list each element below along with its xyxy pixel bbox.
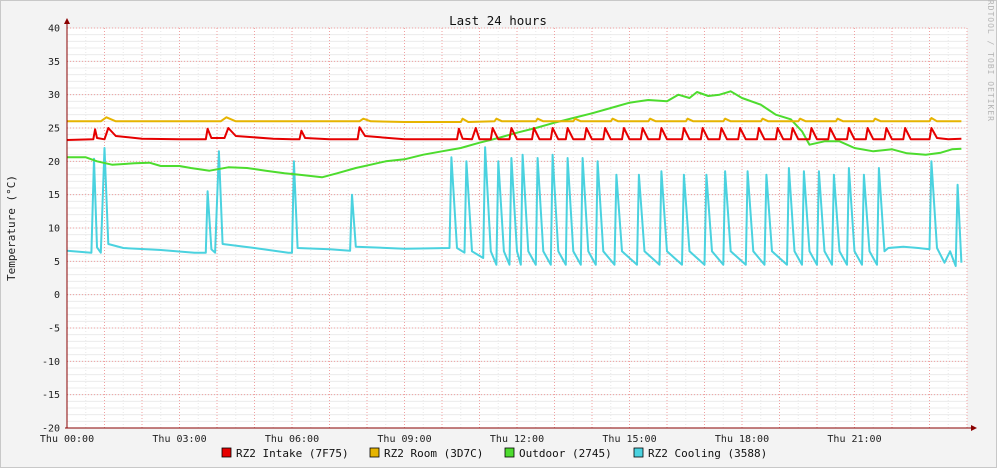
legend-swatch [633,447,644,458]
y-tick-label: 20 [48,157,60,168]
series-line [67,116,962,123]
y-tick-label: 25 [48,124,60,135]
legend-label: RZ2 Room (3D7C) [384,447,483,460]
legend-label: RZ2 Intake (7F75) [236,447,349,460]
x-axis-ticks: Thu 00:00 Thu 03:00 Thu 06:00 Thu 09:00 Thu … [40,434,882,445]
x-tick-label: Thu 03:00 [152,434,206,445]
y-tick-label: 0 [54,290,60,301]
y-tick-label: 30 [48,90,60,101]
x-tick-label: Thu 00:00 [40,434,94,445]
series-line [67,90,962,179]
legend-swatch [221,447,232,458]
series-lines [66,90,963,267]
legend-swatch [369,447,380,458]
grid [66,27,968,429]
y-tick-label: 15 [48,190,60,201]
y-tick-label: 40 [48,24,60,35]
series-line [66,146,963,267]
x-tick-label: Thu 06:00 [265,434,319,445]
y-tick-label: -20 [42,424,60,435]
y-tick-label: -5 [48,324,60,335]
y-tick-label: 10 [48,224,60,235]
y-tick-label: 35 [48,57,60,68]
y-axis-label: Temperature (°C) [5,175,18,281]
x-tick-label: Thu 21:00 [827,434,881,445]
legend-label: Outdoor (2745) [519,447,612,460]
legend: RZ2 Intake (7F75) RZ2 Room (3D7C) Outdoor … [221,447,767,460]
x-tick-label: Thu 12:00 [490,434,544,445]
x-tick-label: Thu 09:00 [377,434,431,445]
rrdtool-watermark: RRDTOOL / TOBI OETIKER [986,0,995,122]
y-axis-ticks: 40 35 30 25 20 15 10 5 0 -5 -10 -15 -20 [42,24,60,435]
y-tick-label: -15 [42,390,60,401]
legend-label: RZ2 Cooling (3588) [648,447,767,460]
x-tick-label: Thu 18:00 [715,434,769,445]
series-line [66,126,962,141]
x-tick-label: Thu 15:00 [602,434,656,445]
chart-title: Last 24 hours [449,13,547,28]
y-tick-label: 5 [54,257,60,268]
y-tick-label: -10 [42,357,60,368]
y-axis-arrow [64,18,70,24]
axes [64,18,977,431]
legend-swatch [504,447,515,458]
x-axis-arrow [971,425,977,431]
